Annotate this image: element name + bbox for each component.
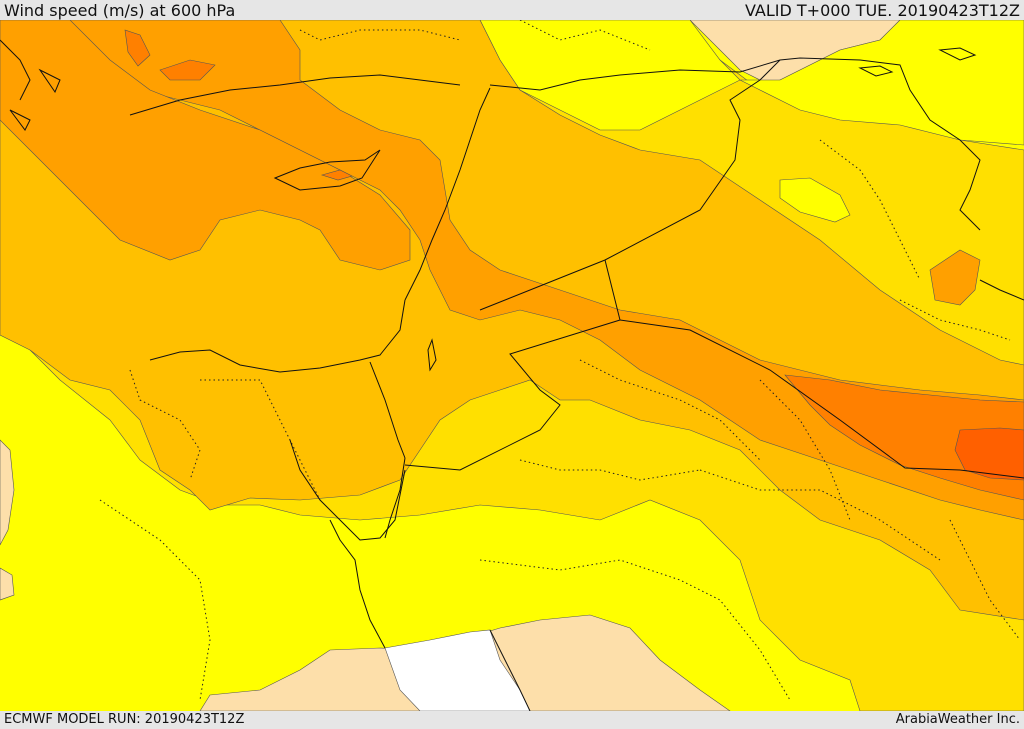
- band-deep-orange-west-2: [124, 29, 151, 67]
- band-red-orange-core: [954, 427, 1024, 481]
- valid-time: VALID T+000 TUE. 20190423T12Z: [744, 1, 1020, 20]
- band-tan-west-2: [0, 567, 15, 601]
- brand-label: ArabiaWeather Inc.: [895, 712, 1020, 727]
- map-canvas: [0, 20, 1024, 711]
- band-white-red-sea: [384, 629, 531, 711]
- band-yellow-north: [479, 20, 1024, 146]
- dotted-borders: [99, 20, 1021, 701]
- solid-borders: [0, 39, 1024, 711]
- footer-bar: ECMWF MODEL RUN: 20190423T12Z ArabiaWeat…: [0, 711, 1024, 729]
- band-deep-orange-west: [159, 59, 216, 81]
- band-tan-west: [0, 439, 15, 546]
- band-orange-west: [0, 20, 411, 271]
- model-run-label: ECMWF MODEL RUN: 20190423T12Z: [4, 712, 245, 727]
- band-yellow-pocket-1: [779, 177, 851, 223]
- band-orange-east: [929, 249, 981, 306]
- band-deep-orange-cyprus: [320, 169, 353, 181]
- header-bar: Wind speed (m/s) at 600 hPa VALID T+000 …: [0, 0, 1024, 20]
- map-title: Wind speed (m/s) at 600 hPa: [4, 1, 236, 20]
- wind-speed-map: [0, 20, 1024, 711]
